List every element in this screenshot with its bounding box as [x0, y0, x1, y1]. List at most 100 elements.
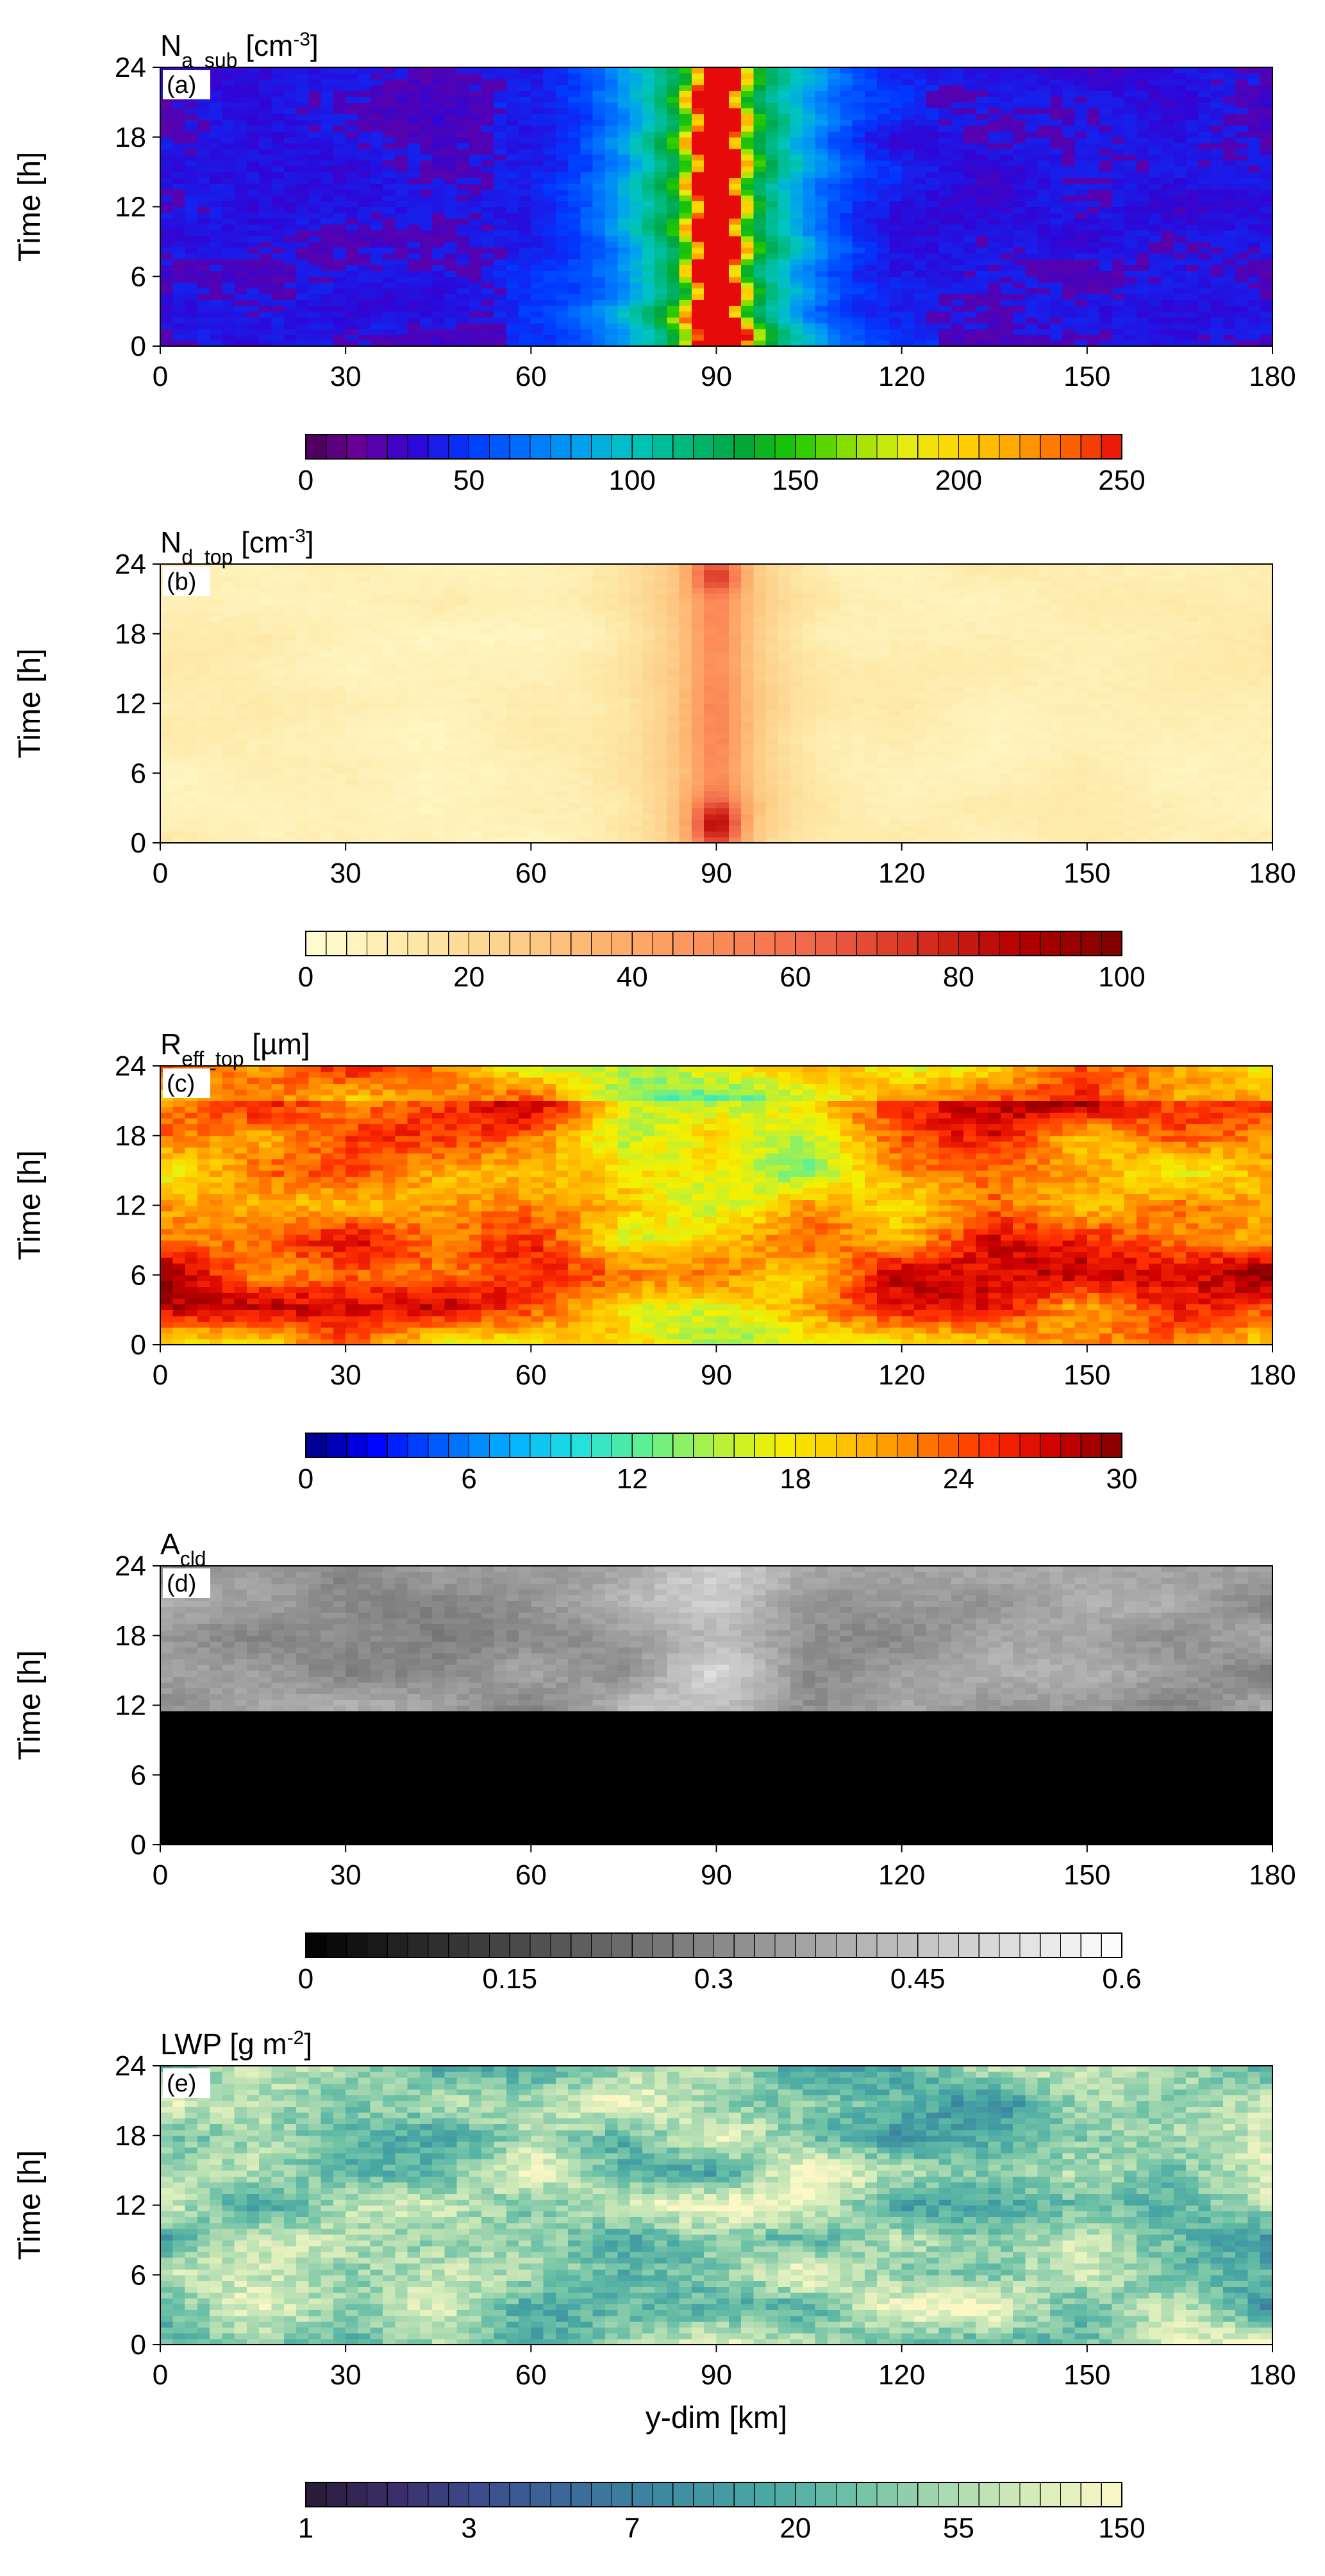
- heatmap-cell: [951, 90, 964, 97]
- heatmap-cell: [605, 328, 618, 335]
- heatmap-cell: [815, 154, 828, 161]
- heatmap-cell: [765, 825, 779, 832]
- heatmap-cell: [790, 212, 804, 219]
- heatmap-cell: [1222, 206, 1236, 213]
- heatmap-cell: [716, 276, 729, 283]
- heatmap-cell: [728, 201, 742, 208]
- heatmap-cell: [617, 294, 631, 301]
- heatmap-cell: [828, 67, 840, 74]
- heatmap-cell: [778, 218, 791, 225]
- heatmap-cell: [1025, 317, 1038, 324]
- heatmap-cell: [765, 79, 779, 85]
- heatmap-cell: [555, 276, 569, 283]
- heatmap-cell: [840, 813, 853, 820]
- heatmap-cell: [210, 294, 222, 301]
- heatmap-cell: [592, 137, 606, 144]
- heatmap-cell: [172, 802, 186, 809]
- heatmap-cell: [407, 189, 421, 195]
- heatmap-cell: [333, 276, 346, 283]
- heatmap-cell: [333, 328, 346, 335]
- heatmap-cell: [1186, 206, 1199, 213]
- heatmap-cell: [1198, 195, 1212, 202]
- heatmap-cell: [1210, 270, 1224, 277]
- heatmap-cell: [716, 299, 729, 306]
- heatmap-cell: [654, 340, 667, 347]
- colorbar-segment: [407, 434, 429, 460]
- heatmap-cell: [519, 340, 531, 347]
- heatmap-cell: [913, 305, 927, 312]
- heatmap-cell: [728, 131, 742, 138]
- heatmap-cell: [358, 305, 371, 312]
- heatmap-cell: [852, 241, 865, 248]
- heatmap-cell: [308, 206, 322, 213]
- heatmap-cell: [704, 259, 717, 265]
- heatmap-cell: [519, 90, 531, 97]
- heatmap-cell: [1013, 137, 1026, 144]
- heatmap-cell: [901, 79, 915, 85]
- heatmap-cell: [519, 241, 531, 248]
- heatmap-cell: [568, 206, 581, 213]
- heatmap-cell: [592, 322, 606, 329]
- heatmap-cell: [494, 195, 507, 202]
- heatmap-cell: [828, 276, 840, 283]
- heatmap-cell: [605, 305, 618, 312]
- heatmap-cell: [667, 206, 680, 213]
- heatmap-cell: [704, 282, 717, 288]
- heatmap-cell: [407, 305, 421, 312]
- heatmap-cell: [1149, 160, 1162, 167]
- heatmap-cell: [691, 334, 704, 341]
- heatmap-cell: [691, 119, 704, 126]
- heatmap-cell: [580, 334, 594, 341]
- heatmap-cell: [531, 125, 544, 132]
- heatmap-cell: [963, 119, 976, 126]
- heatmap-cell: [951, 831, 964, 838]
- heatmap-cell: [506, 825, 519, 832]
- heatmap-cell: [790, 189, 804, 195]
- colorbar-segment: [876, 434, 898, 460]
- heatmap-cell: [1037, 276, 1051, 283]
- heatmap-cell: [395, 247, 408, 254]
- heatmap-cell: [160, 808, 173, 815]
- heatmap-cell: [346, 142, 359, 149]
- heatmap-cell: [1198, 148, 1212, 155]
- heatmap-cell: [1074, 241, 1088, 248]
- heatmap-cell: [988, 73, 1001, 79]
- heatmap-cell: [259, 253, 272, 260]
- heatmap-cell: [1173, 224, 1187, 231]
- heatmap-cell: [296, 113, 309, 120]
- heatmap-cell: [1198, 813, 1212, 820]
- colorbar-segment: [754, 434, 776, 460]
- heatmap-cell: [1025, 212, 1038, 219]
- heatmap-cell: [1136, 212, 1149, 219]
- heatmap-cell: [444, 102, 458, 109]
- heatmap-cell: [234, 813, 247, 820]
- heatmap-cell: [1124, 836, 1137, 843]
- heatmap-cell: [889, 212, 903, 219]
- heatmap-cell: [1198, 131, 1212, 138]
- heatmap-cell: [555, 119, 569, 126]
- heatmap-cell: [346, 148, 359, 155]
- heatmap-cell: [271, 328, 285, 335]
- heatmap-cell: [1260, 108, 1273, 115]
- heatmap-cell: [1186, 265, 1199, 271]
- heatmap-cell: [1149, 189, 1162, 195]
- heatmap-cell: [728, 160, 742, 167]
- heatmap-cell: [753, 282, 767, 288]
- heatmap-cell: [1099, 206, 1112, 213]
- heatmap-cell: [308, 131, 322, 138]
- heatmap-cell: [828, 253, 840, 260]
- heatmap-cell: [346, 218, 359, 225]
- heatmap-cell: [333, 235, 346, 242]
- heatmap-cell: [901, 178, 915, 184]
- heatmap-cell: [963, 270, 976, 277]
- heatmap-cell: [1173, 836, 1187, 843]
- heatmap-cell: [642, 276, 655, 283]
- heatmap-cell: [1099, 328, 1112, 335]
- heatmap-cell: [333, 189, 346, 195]
- heatmap-cell: [395, 189, 408, 195]
- heatmap-cell: [1087, 259, 1100, 265]
- heatmap-cell: [1087, 142, 1100, 149]
- heatmap-cell: [1050, 288, 1063, 295]
- heatmap-cell: [1235, 90, 1249, 97]
- heatmap-cell: [271, 90, 285, 97]
